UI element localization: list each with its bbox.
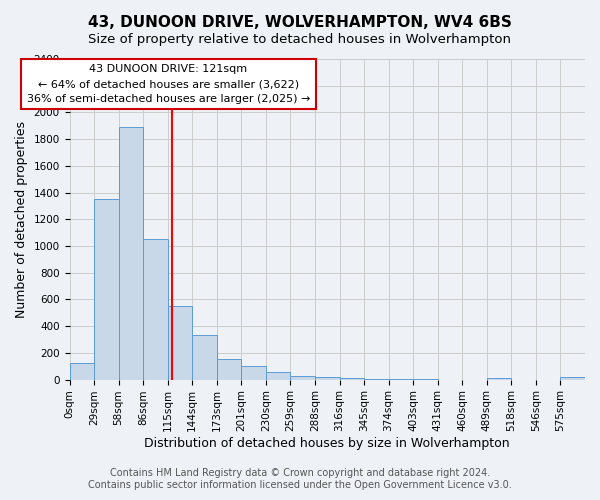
Y-axis label: Number of detached properties: Number of detached properties <box>15 121 28 318</box>
Bar <box>315 377 340 380</box>
Bar <box>290 376 315 380</box>
Bar <box>560 377 585 380</box>
Bar <box>94 200 119 380</box>
Text: 43 DUNOON DRIVE: 121sqm
← 64% of detached houses are smaller (3,622)
36% of semi: 43 DUNOON DRIVE: 121sqm ← 64% of detache… <box>27 64 310 104</box>
Bar <box>266 372 290 380</box>
Bar <box>364 379 389 380</box>
Bar <box>168 306 192 380</box>
Bar <box>143 240 168 380</box>
Bar <box>192 335 217 380</box>
Bar <box>340 378 364 380</box>
X-axis label: Distribution of detached houses by size in Wolverhampton: Distribution of detached houses by size … <box>145 437 510 450</box>
Bar <box>70 363 94 380</box>
Bar <box>217 359 241 380</box>
Bar <box>119 127 143 380</box>
Bar <box>487 378 511 380</box>
Text: Size of property relative to detached houses in Wolverhampton: Size of property relative to detached ho… <box>89 32 511 46</box>
Text: Contains HM Land Registry data © Crown copyright and database right 2024.
Contai: Contains HM Land Registry data © Crown c… <box>88 468 512 490</box>
Bar <box>241 366 266 380</box>
Text: 43, DUNOON DRIVE, WOLVERHAMPTON, WV4 6BS: 43, DUNOON DRIVE, WOLVERHAMPTON, WV4 6BS <box>88 15 512 30</box>
